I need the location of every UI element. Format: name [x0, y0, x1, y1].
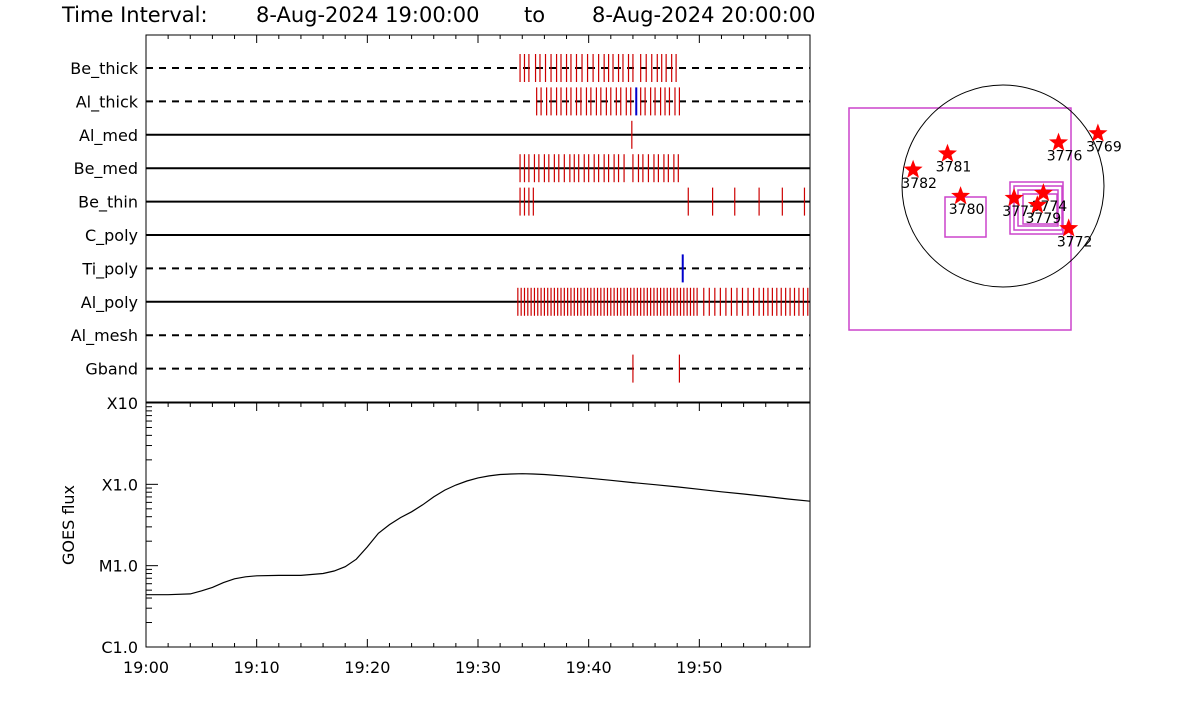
x-tick-label: 19:50: [676, 658, 722, 677]
time-end: 8-Aug-2024 20:00:00: [592, 3, 816, 27]
region-star-icon: [1027, 195, 1047, 214]
region-label: 3779: [1026, 211, 1062, 227]
active-region-3782: 3782: [901, 159, 937, 192]
time-interval-label: Time Interval:: [61, 3, 208, 27]
region-label: 3781: [936, 160, 972, 176]
active-region-3769: 3769: [1086, 123, 1122, 155]
channel-row-c-poly: C_poly: [85, 226, 810, 246]
region-label: 3780: [949, 202, 985, 218]
region-box-a: [944, 196, 987, 238]
channel-label: Al_mesh: [71, 326, 138, 346]
channel-rows: Be_thick Al_thick Al_med Be_med Be_thin C_pol…: [70, 54, 810, 383]
channel-row-al-med: Al_med: [79, 120, 810, 149]
region-star-icon: [937, 143, 957, 162]
region-star-icon: [903, 159, 923, 178]
region-star-icon: [1088, 123, 1108, 142]
goes-x-axis: 19:00 19:10 19:20 19:30 19:40 19:50: [123, 403, 811, 677]
x-tick-label: 19:10: [234, 658, 280, 677]
region-box-b: [1009, 181, 1064, 235]
channel-row-al-poly: Al_poly: [81, 287, 810, 316]
region-star-icon: [1049, 132, 1069, 151]
region-star-icon: [1004, 188, 1024, 207]
active-region-3777: 3777: [1002, 188, 1038, 220]
y-tick-label: M1.0: [99, 557, 138, 576]
time-start: 8-Aug-2024 19:00:00: [256, 3, 480, 27]
to-word: to: [524, 3, 545, 27]
x-tick-label: 19:00: [123, 658, 169, 677]
y-tick-label: X10: [107, 394, 138, 413]
active-region-3776: 3776: [1047, 132, 1083, 165]
channel-row-al-thick: Al_thick: [76, 87, 810, 116]
region-label: 3776: [1047, 149, 1083, 165]
channel-row-be-med: Be_med: [74, 154, 810, 183]
active-region-3772: 3772: [1057, 218, 1093, 250]
channel-label: Ti_poly: [81, 259, 138, 279]
channel-row-al-mesh: Al_mesh: [71, 326, 810, 346]
channel-label: Be_thick: [70, 59, 138, 79]
header: Time Interval: 8-Aug-2024 19:00:00 to 8-…: [61, 3, 816, 27]
goes-flux-panel: C1.0 M1.0 X1.0 X10 19:00 19:10 19:20 19:30 19:4…: [59, 394, 811, 677]
channel-label: Al_poly: [81, 293, 138, 313]
goes-flux-curve: [146, 473, 811, 596]
field-of-view-box: [848, 107, 1072, 331]
region-box-c: [1013, 185, 1063, 231]
region-label: 3782: [901, 176, 937, 192]
channel-row-ti-poly: Ti_poly: [81, 254, 810, 283]
x-tick-label: 19:40: [566, 658, 612, 677]
y-axis-title: GOES flux: [59, 485, 78, 565]
region-star-icon: [1033, 183, 1053, 202]
y-tick-label: C1.0: [101, 638, 138, 657]
channel-row-be-thin: Be_thin: [78, 187, 810, 216]
channel-label: Be_med: [74, 159, 138, 179]
detector-timeline-panel: Be_thick Al_thick Al_med Be_med Be_thin C_pol…: [70, 34, 811, 403]
region-label: 3772: [1057, 234, 1093, 250]
channel-label: Be_thin: [78, 193, 138, 213]
channel-row-be-thick: Be_thick: [70, 54, 810, 82]
goes-y-axis: C1.0 M1.0 X1.0 X10: [99, 394, 158, 657]
region-label: 3777: [1002, 204, 1038, 220]
channel-label: Al_thick: [76, 92, 139, 112]
x-tick-label: 19:20: [344, 658, 390, 677]
active-region-3779: 3779: [1026, 195, 1062, 227]
channel-label: Al_med: [79, 126, 138, 146]
region-star-icon: [951, 186, 971, 205]
solar-limb: [901, 84, 1105, 288]
active-region-3780: 3780: [949, 186, 985, 218]
x-tick-label: 19:30: [455, 658, 501, 677]
region-label: 3769: [1086, 139, 1122, 155]
region-star-icon: [1059, 218, 1079, 237]
active-region-3781: 3781: [936, 143, 972, 176]
channel-label: Gband: [85, 360, 138, 379]
y-tick-label: X1.0: [102, 475, 138, 494]
channel-label: C_poly: [85, 226, 138, 246]
timeline-top-ticks: [145, 35, 811, 43]
channel-row-gband: Gband: [85, 354, 810, 383]
